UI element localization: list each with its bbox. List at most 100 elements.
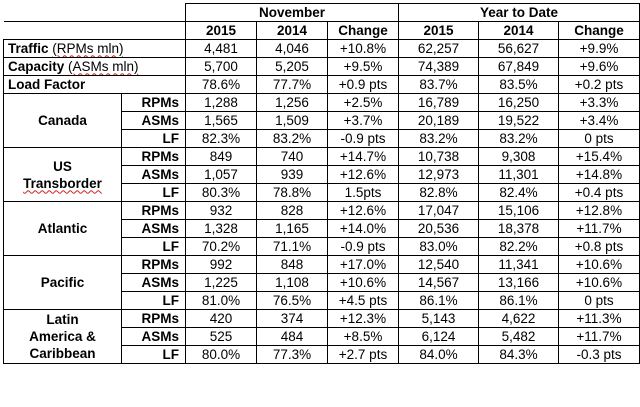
- cell-ytd-change: +0.4 pts: [558, 183, 640, 202]
- cell-ytd-2015: 12,973: [398, 165, 479, 184]
- metric-label: ASMs: [121, 219, 186, 238]
- metric-label: ASMs: [121, 111, 186, 130]
- metric-label: ASMs: [121, 273, 186, 292]
- cell-nov-change: -0.9 pts: [327, 129, 399, 148]
- cell-ytd-2014: 11,341: [478, 255, 559, 274]
- col-ytd-2014: 2014: [478, 21, 559, 40]
- region-row: Canada RPMs 1,288 1,256 +2.5% 16,789 16,…: [3, 93, 640, 148]
- cell-ytd-change: +3.4%: [558, 111, 640, 130]
- cell-nov-2014: 1,165: [256, 219, 328, 238]
- cell-ytd-change: +11.7%: [558, 219, 640, 238]
- cell-nov-2015: 420: [185, 309, 257, 328]
- system-label-name: Load Factor: [8, 76, 86, 92]
- cell-nov-change: +9.5%: [327, 57, 399, 76]
- system-label-name: Capacity: [8, 58, 65, 74]
- cell-ytd-2015: 6,124: [398, 327, 479, 346]
- cell-nov-change: +2.7 pts: [327, 345, 399, 364]
- cell-ytd-2014: 18,378: [478, 219, 559, 238]
- cell-nov-2015: 80.3%: [185, 183, 257, 202]
- region-row: LF 80.0% 77.3% +2.7 pts 84.0% 84.3% -0.3…: [4, 345, 640, 364]
- system-label-unit: (ASMs mln): [68, 58, 139, 74]
- cell-nov-change: +0.9 pts: [327, 75, 399, 94]
- cell-nov-2014: 83.2%: [256, 129, 328, 148]
- corner-blank-2: [3, 21, 186, 40]
- cell-nov-2015: 5,700: [185, 57, 257, 76]
- cell-nov-2015: 525: [185, 327, 257, 346]
- metric-label: LF: [121, 345, 186, 364]
- cell-nov-change: +14.0%: [327, 219, 399, 238]
- cell-nov-change: +14.7%: [327, 147, 399, 166]
- region-name-line: Latin: [46, 312, 79, 327]
- cell-ytd-2014: 67,849: [478, 57, 559, 76]
- cell-ytd-change: +3.3%: [558, 93, 640, 112]
- cell-nov-change: +10.6%: [327, 273, 399, 292]
- cell-nov-change: 1.5pts: [327, 183, 399, 202]
- metric-label: LF: [121, 129, 186, 148]
- cell-nov-2014: 76.5%: [256, 291, 328, 310]
- cell-ytd-change: +10.6%: [558, 255, 640, 274]
- cell-nov-2015: 81.0%: [185, 291, 257, 310]
- cell-nov-2014: 1,256: [256, 93, 328, 112]
- cell-ytd-change: +9.6%: [558, 57, 640, 76]
- traffic-table: November Year to Date 2015 2014 Change 2…: [3, 3, 640, 364]
- cell-ytd-2015: 86.1%: [398, 291, 479, 310]
- cell-ytd-2015: 62,257: [398, 39, 479, 58]
- cell-ytd-2015: 12,540: [398, 255, 479, 274]
- col-ytd-change: Change: [558, 21, 640, 40]
- col-nov-2014: 2014: [256, 21, 328, 40]
- cell-ytd-change: -0.3 pts: [558, 345, 640, 364]
- cell-ytd-2015: 84.0%: [398, 345, 479, 364]
- col-nov-change: Change: [327, 21, 399, 40]
- cell-ytd-2015: 20,189: [398, 111, 479, 130]
- metric-label: ASMs: [121, 327, 186, 346]
- metric-label: ASMs: [121, 165, 186, 184]
- cell-nov-change: +12.6%: [327, 165, 399, 184]
- region-row: Atlantic RPMs 932 828 +12.6% 17,047 15,1…: [3, 201, 640, 256]
- region-name-latin-america-caribbean: Latin America & Caribbean: [3, 309, 122, 364]
- metric-label: LF: [121, 183, 186, 202]
- cell-ytd-change: +12.8%: [558, 201, 640, 220]
- col-ytd-2015: 2015: [398, 21, 479, 40]
- cell-nov-2014: 484: [256, 327, 328, 346]
- cell-nov-2014: 1,509: [256, 111, 328, 130]
- period-ytd-header: Year to Date: [398, 3, 640, 22]
- system-label: Capacity (ASMs mln): [3, 57, 186, 76]
- cell-nov-2015: 82.3%: [185, 129, 257, 148]
- metric-label: RPMs: [121, 201, 186, 220]
- cell-ytd-2014: 5,482: [478, 327, 559, 346]
- period-november-header: November: [185, 3, 399, 22]
- cell-nov-2015: 932: [185, 201, 257, 220]
- corner-blank: [3, 3, 186, 22]
- cell-nov-2014: 77.7%: [256, 75, 328, 94]
- cell-nov-2015: 4,481: [185, 39, 257, 58]
- cell-ytd-2015: 16,789: [398, 93, 479, 112]
- cell-ytd-2014: 84.3%: [478, 345, 559, 364]
- cell-ytd-change: +9.9%: [558, 39, 640, 58]
- cell-nov-2014: 71.1%: [256, 237, 328, 256]
- cell-ytd-change: +11.3%: [558, 309, 640, 328]
- region-name-canada: Canada: [3, 93, 122, 148]
- region-row: Pacific RPMs 992 848 +17.0% 12,540 11,34…: [3, 255, 640, 310]
- cell-nov-2015: 992: [185, 255, 257, 274]
- cell-ytd-2015: 82.8%: [398, 183, 479, 202]
- cell-nov-2014: 1,108: [256, 273, 328, 292]
- cell-ytd-2014: 19,522: [478, 111, 559, 130]
- cell-ytd-2014: 15,106: [478, 201, 559, 220]
- cell-ytd-2015: 74,389: [398, 57, 479, 76]
- cell-nov-change: -0.9 pts: [327, 237, 399, 256]
- metric-label: RPMs: [121, 147, 186, 166]
- cell-ytd-change: 0 pts: [558, 291, 640, 310]
- system-label: Traffic (RPMs mln): [3, 39, 186, 58]
- cell-ytd-change: +0.2 pts: [558, 75, 640, 94]
- system-label-name: Traffic: [8, 40, 49, 56]
- cell-ytd-2015: 10,738: [398, 147, 479, 166]
- region-row: LF 80.3% 78.8% 1.5pts 82.8% 82.4% +0.4 p…: [4, 183, 640, 202]
- metric-label: LF: [121, 291, 186, 310]
- cell-nov-2014: 77.3%: [256, 345, 328, 364]
- region-name-line: Transborder: [23, 175, 102, 191]
- cell-ytd-change: +10.6%: [558, 273, 640, 292]
- region-name-line: US: [53, 158, 72, 174]
- region-row: ASMs 1,225 1,108 +10.6% 14,567 13,166 +1…: [4, 273, 640, 292]
- cell-ytd-2014: 16,250: [478, 93, 559, 112]
- cell-ytd-2014: 82.4%: [478, 183, 559, 202]
